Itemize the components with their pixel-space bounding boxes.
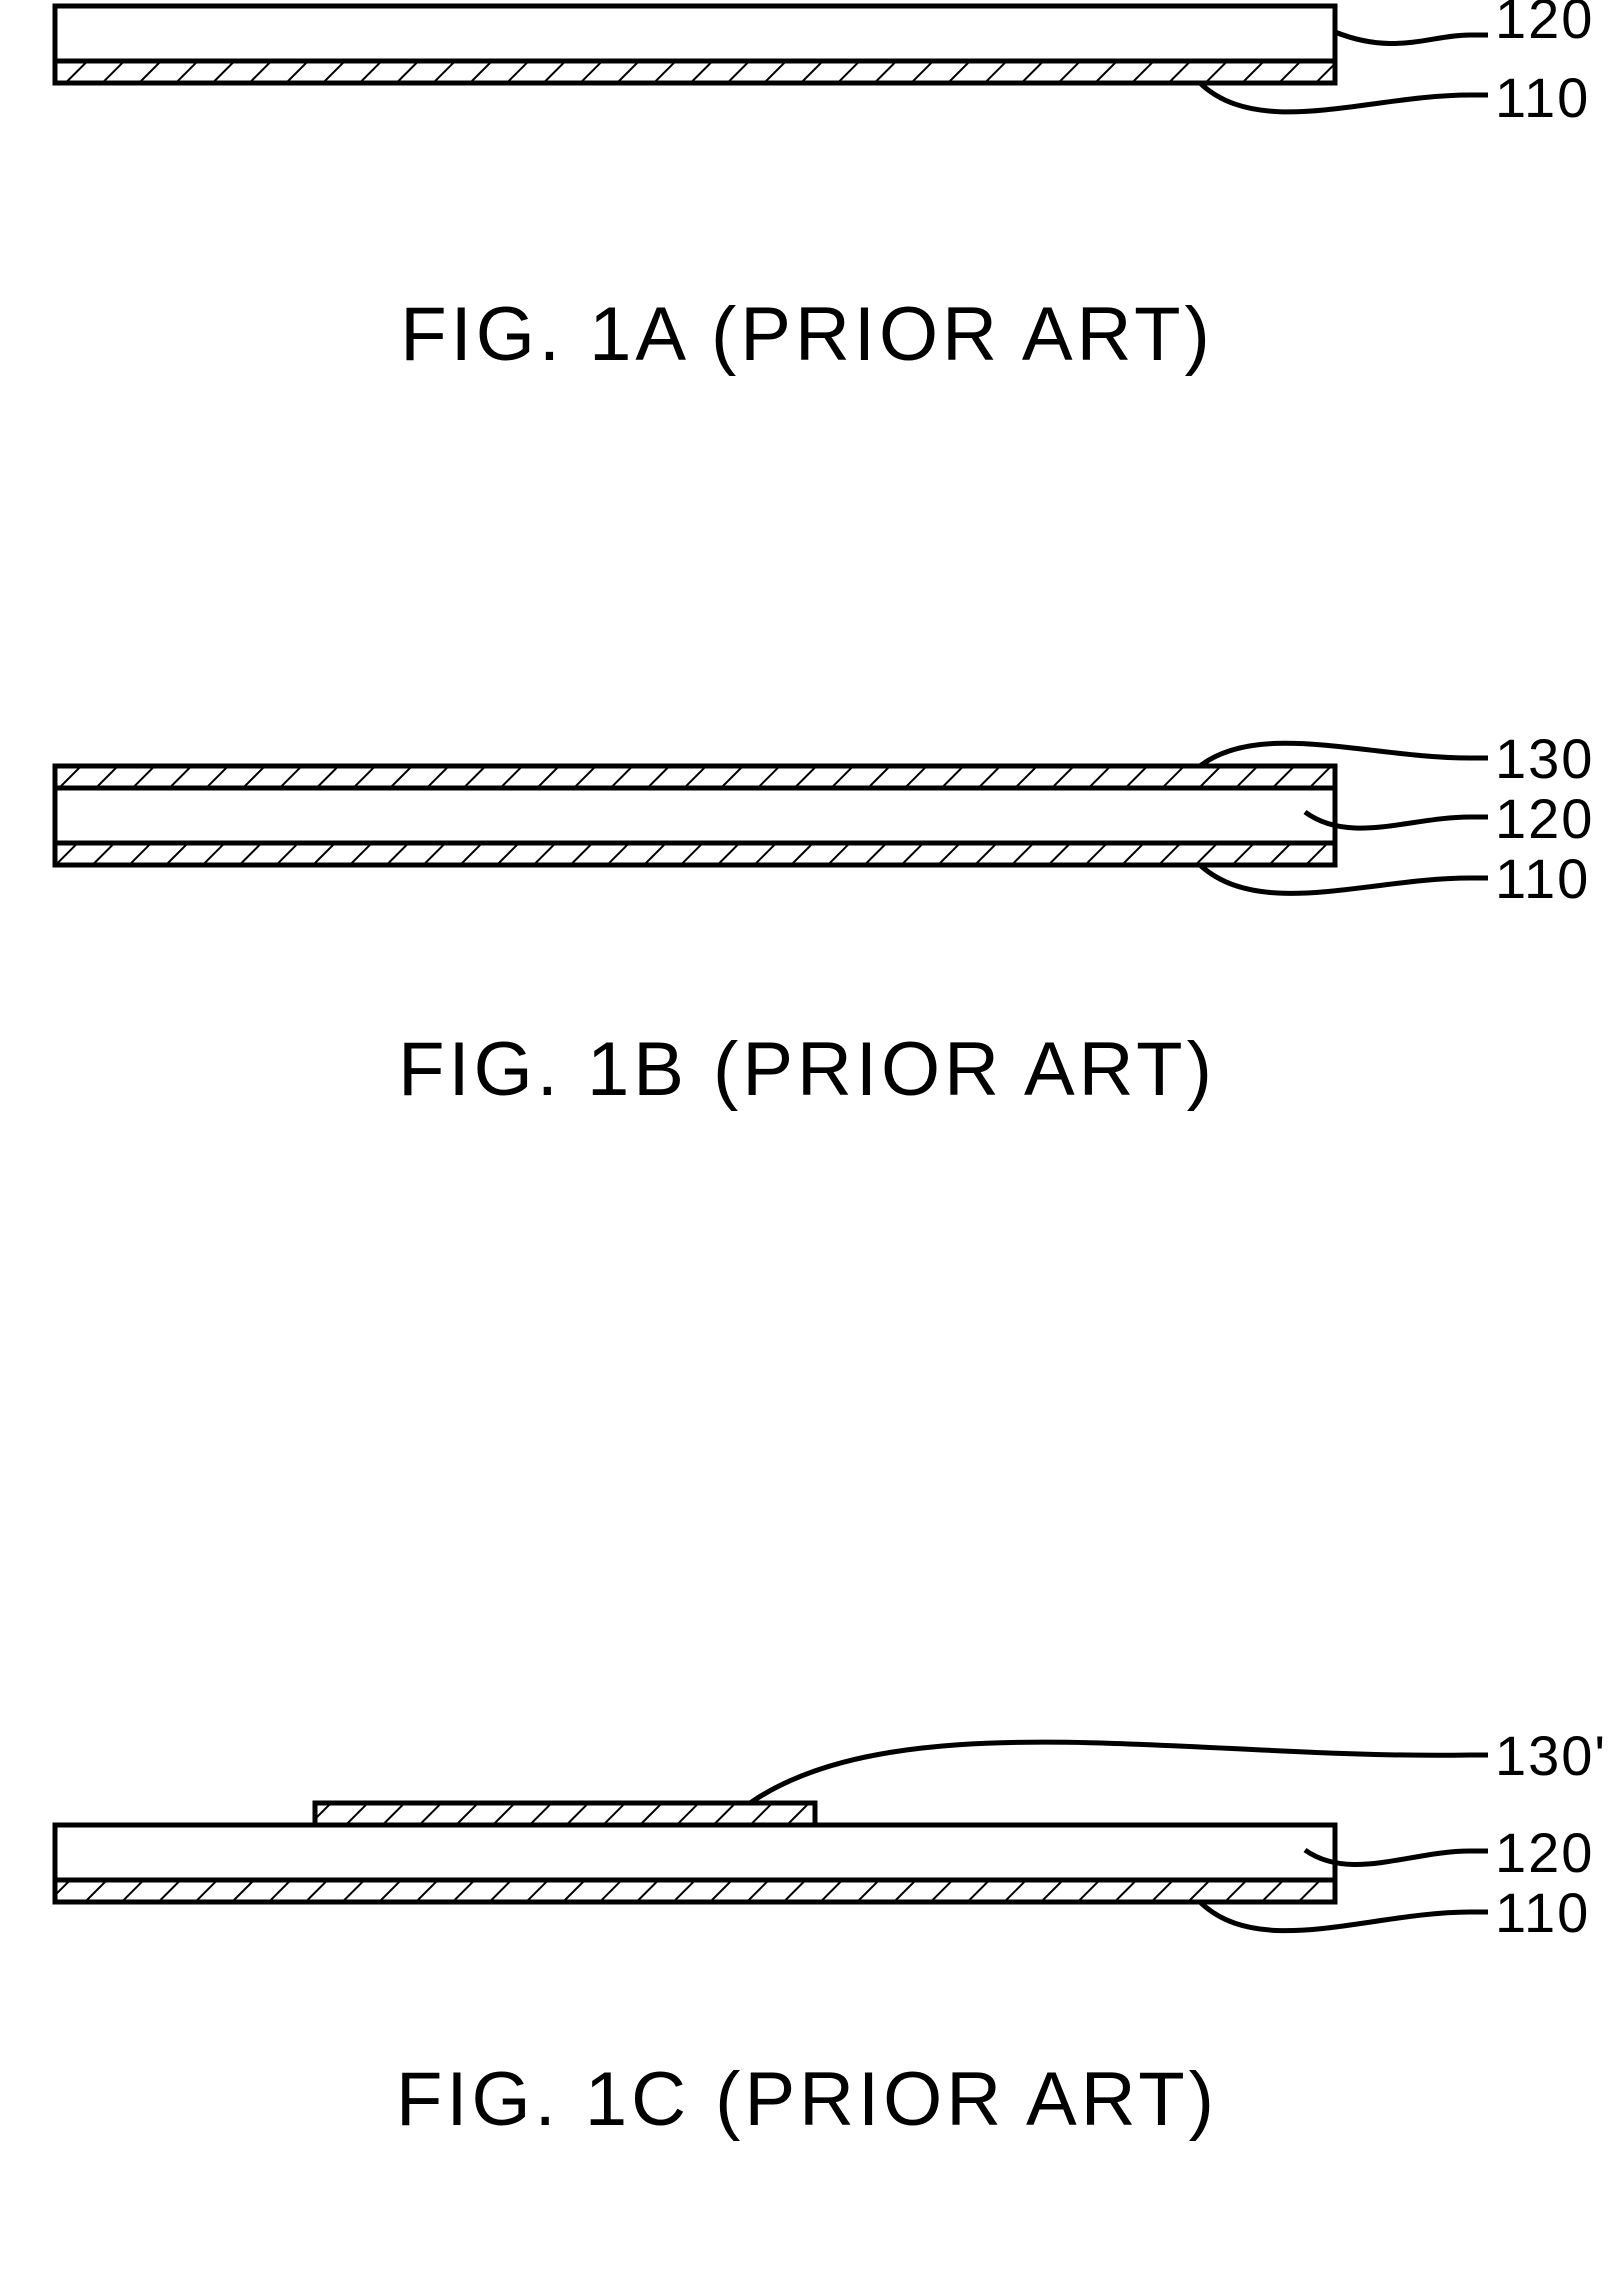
figA-leader-0 (1335, 32, 1470, 44)
figA-layer-120 (55, 6, 1335, 61)
figC-label-110: 110 (1495, 1881, 1590, 1944)
figC-caption: FIG. 1C (PRIOR ART) (396, 2057, 1218, 2142)
figB-label-110: 110 (1495, 847, 1590, 910)
figB-layer-130 (55, 766, 1335, 788)
figC-label-130': 130' (1495, 1724, 1607, 1787)
figB-leader-2 (1200, 865, 1470, 893)
figB-leader-0 (1200, 743, 1470, 766)
figB-layer-120 (55, 788, 1335, 843)
figB-layer-110 (55, 843, 1335, 865)
figC-label-120: 120 (1495, 1821, 1594, 1884)
figB-label-130: 130 (1495, 727, 1594, 790)
figA-label-120: 120 (1495, 0, 1594, 50)
figB-caption: FIG. 1B (PRIOR ART) (398, 1027, 1216, 1112)
figB-label-120: 120 (1495, 787, 1594, 850)
figA-layer-110 (55, 61, 1335, 83)
figA-label-110: 110 (1495, 66, 1590, 129)
figC-layer-130p (315, 1803, 815, 1825)
figC-leader-2 (1200, 1902, 1470, 1931)
figC-leader-0 (750, 1742, 1470, 1803)
figC-layer-110 (55, 1880, 1335, 1902)
figA-leader-1 (1200, 83, 1470, 112)
figC-layer-120 (55, 1825, 1335, 1880)
figA-caption: FIG. 1A (PRIOR ART) (400, 292, 1214, 377)
